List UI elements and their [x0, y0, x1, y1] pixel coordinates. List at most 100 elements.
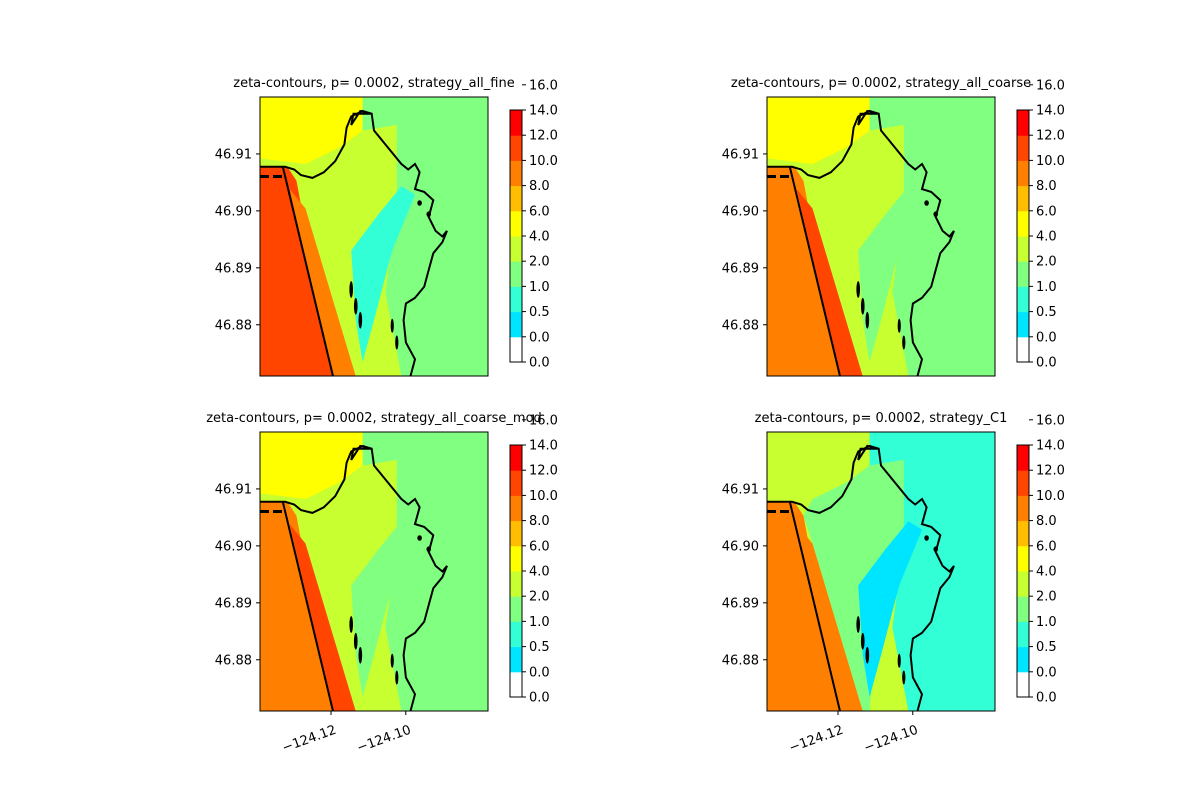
colorbar-segment — [1017, 336, 1029, 363]
y-tick-label: 46.91 — [215, 482, 252, 497]
plot-frame — [766, 431, 996, 712]
colorbar-tick-label: 12.0 — [529, 464, 558, 479]
colorbar-tick-label: 6.0 — [529, 204, 550, 219]
island — [897, 318, 901, 333]
colorbar-tick-label: 6.0 — [1036, 204, 1057, 219]
colorbar-tick-label: 1.0 — [1036, 280, 1057, 295]
colorbar-tick-label: 10.0 — [1036, 489, 1065, 504]
x-tick-label: −124.12 — [787, 723, 845, 756]
colorbar-segment — [510, 236, 522, 262]
colorbar-tick-label: 16.0 — [529, 413, 558, 428]
region-nearshore — [289, 189, 356, 376]
colorbar-segment — [1017, 286, 1029, 313]
panel-title: zeta-contours, p= 0.0002, strategy_all_f… — [233, 76, 514, 91]
island — [924, 535, 929, 541]
colorbar-tick-label: 4.0 — [1036, 230, 1057, 245]
island — [349, 281, 354, 298]
colorbar-tick-label: 8.0 — [1036, 514, 1057, 529]
colorbar-segment — [510, 621, 522, 648]
island — [856, 616, 861, 633]
panel-title: zeta-contours, p= 0.0002, strategy_C1 — [755, 411, 1008, 426]
colorbar-tick-label: 4.0 — [1036, 565, 1057, 580]
colorbar-segment — [1017, 571, 1029, 597]
region-central — [803, 124, 904, 376]
x-tick-label: −124.12 — [280, 723, 338, 756]
panel-1: zeta-contours, p= 0.0002, strategy_all_f… — [215, 76, 558, 377]
colorbar-segment — [510, 110, 522, 136]
colorbar-segment — [510, 495, 522, 522]
region-north — [260, 432, 363, 499]
y-tick-label: 46.89 — [215, 261, 252, 276]
island — [897, 653, 901, 668]
colorbar-segment — [510, 135, 522, 161]
region-channels — [858, 521, 923, 698]
colorbar-segment — [1017, 110, 1029, 136]
colorbar-tick-label: 0.0 — [1036, 665, 1057, 680]
colorbar-tick-label: 1.0 — [529, 280, 550, 295]
y-tick-label: 46.90 — [722, 204, 759, 219]
island — [902, 335, 906, 350]
region-north — [260, 97, 363, 164]
colorbar-segment — [510, 261, 522, 287]
y-tick-label: 46.90 — [215, 539, 252, 554]
beach-line — [281, 501, 334, 711]
colorbar-tick-label: 0.5 — [529, 305, 550, 320]
colorbar-tick-label: 14.0 — [529, 104, 558, 119]
colorbar-tick-label: 0.5 — [1036, 640, 1057, 655]
colorbar-segment — [1017, 210, 1029, 237]
region-central — [803, 459, 904, 711]
colorbar-tick-label: 0.5 — [529, 640, 550, 655]
island — [353, 632, 358, 650]
island — [349, 616, 354, 633]
island — [426, 211, 431, 217]
colorbar-tick-label: 0.0 — [529, 330, 550, 345]
plot-area — [260, 432, 488, 711]
region-bay — [362, 97, 488, 376]
plot-area — [260, 97, 488, 376]
region-bay — [869, 432, 995, 711]
plot-frame — [766, 96, 996, 377]
island — [902, 670, 906, 685]
island — [395, 335, 399, 350]
island — [358, 646, 363, 664]
colorbar-tick-label: 0.0 — [1036, 356, 1057, 371]
panel-3: zeta-contours, p= 0.0002, strategy_all_c… — [206, 411, 558, 756]
colorbar-tick-label: 16.0 — [1036, 78, 1065, 93]
panel-title: zeta-contours, p= 0.0002, strategy_all_c… — [731, 76, 1031, 91]
colorbar-tick-label: 2.0 — [529, 255, 550, 270]
region-north — [767, 97, 870, 164]
colorbar-tick-label: 12.0 — [529, 129, 558, 144]
y-tick-label: 46.90 — [722, 539, 759, 554]
region-channels — [858, 186, 923, 363]
panel-2: zeta-contours, p= 0.0002, strategy_all_c… — [722, 76, 1065, 377]
island — [395, 670, 399, 685]
colorbar-segment — [1017, 135, 1029, 161]
island — [353, 297, 358, 315]
colorbar-segment — [1017, 545, 1029, 572]
plot-area — [767, 97, 995, 376]
island — [860, 632, 865, 650]
coastline — [767, 444, 955, 711]
colorbar-tick-label: 10.0 — [529, 154, 558, 169]
colorbar-segment — [1017, 261, 1029, 287]
colorbar-tick-label: 0.0 — [529, 665, 550, 680]
colorbar-segment — [1017, 671, 1029, 698]
colorbar-tick-label: 0.5 — [1036, 305, 1057, 320]
colorbar-segment — [510, 445, 522, 471]
region-offshore — [260, 166, 333, 376]
colorbar-tick-label: 14.0 — [1036, 104, 1065, 119]
plot-area — [767, 432, 995, 711]
beach-line — [281, 166, 334, 376]
colorbar-segment — [510, 571, 522, 597]
colorbar-tick-label: 6.0 — [1036, 539, 1057, 554]
region-channels — [351, 186, 416, 363]
y-tick-label: 46.90 — [215, 204, 252, 219]
colorbar-tick-label: 1.0 — [529, 615, 550, 630]
colorbar-tick-label: 16.0 — [529, 78, 558, 93]
y-tick-label: 46.88 — [215, 653, 252, 668]
plot-frame — [259, 431, 489, 712]
y-tick-label: 46.88 — [722, 653, 759, 668]
island — [426, 546, 431, 552]
y-tick-label: 46.91 — [215, 147, 252, 162]
region-channels — [351, 521, 416, 698]
